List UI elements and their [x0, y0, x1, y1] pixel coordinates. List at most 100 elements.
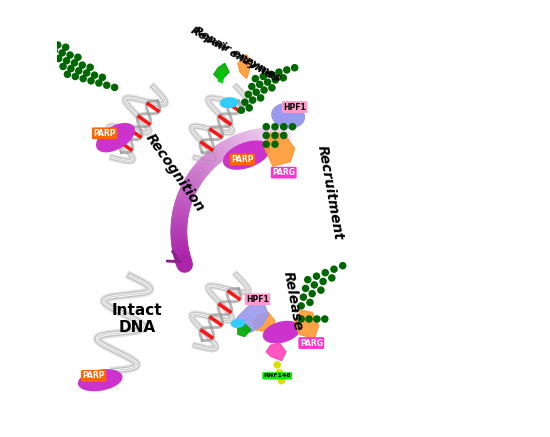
Circle shape	[272, 124, 278, 130]
Circle shape	[72, 60, 78, 66]
Circle shape	[80, 76, 86, 82]
Circle shape	[84, 70, 90, 76]
Circle shape	[311, 282, 317, 288]
Circle shape	[67, 52, 73, 58]
Circle shape	[272, 132, 278, 139]
Circle shape	[51, 48, 57, 54]
Circle shape	[72, 73, 78, 80]
Circle shape	[322, 316, 328, 322]
Text: Repair enzymes: Repair enzymes	[192, 25, 283, 84]
Circle shape	[64, 71, 70, 77]
Circle shape	[309, 291, 315, 297]
Ellipse shape	[221, 98, 238, 108]
Circle shape	[56, 55, 62, 62]
Circle shape	[265, 79, 271, 85]
Circle shape	[280, 124, 287, 130]
Circle shape	[314, 273, 320, 279]
Circle shape	[263, 132, 270, 139]
Circle shape	[47, 40, 53, 46]
Text: Intact
DNA: Intact DNA	[112, 303, 163, 335]
Polygon shape	[235, 304, 268, 332]
Circle shape	[68, 66, 74, 72]
Circle shape	[96, 80, 102, 86]
Circle shape	[320, 278, 326, 284]
Text: PARP: PARP	[82, 371, 105, 380]
Circle shape	[298, 303, 304, 309]
FancyArrowPatch shape	[167, 251, 180, 262]
Circle shape	[289, 124, 295, 130]
Ellipse shape	[232, 319, 244, 327]
Circle shape	[276, 69, 282, 75]
Text: PARP: PARP	[231, 155, 254, 164]
Circle shape	[249, 83, 255, 90]
Ellipse shape	[272, 104, 304, 128]
Circle shape	[272, 77, 278, 83]
Circle shape	[75, 54, 81, 60]
Circle shape	[91, 72, 97, 78]
Circle shape	[292, 65, 298, 71]
Ellipse shape	[97, 124, 134, 152]
Circle shape	[88, 78, 94, 84]
Text: Recruitment: Recruitment	[315, 144, 345, 241]
Text: Repair enzymes: Repair enzymes	[189, 25, 280, 84]
Circle shape	[238, 107, 244, 113]
Circle shape	[269, 85, 275, 91]
Text: Recognition: Recognition	[142, 131, 207, 215]
Circle shape	[318, 287, 324, 293]
Polygon shape	[264, 133, 295, 166]
Polygon shape	[295, 310, 318, 339]
Circle shape	[245, 91, 251, 97]
Circle shape	[263, 124, 270, 130]
Circle shape	[302, 285, 309, 291]
Text: Release: Release	[280, 271, 305, 333]
Ellipse shape	[263, 322, 300, 343]
Circle shape	[272, 141, 278, 147]
Circle shape	[112, 84, 118, 90]
Circle shape	[305, 277, 311, 283]
Circle shape	[280, 75, 287, 81]
Polygon shape	[253, 312, 275, 332]
Polygon shape	[218, 70, 225, 83]
Circle shape	[60, 63, 66, 69]
Circle shape	[340, 263, 346, 269]
Circle shape	[280, 132, 287, 139]
Text: HPF1: HPF1	[283, 103, 306, 111]
Circle shape	[63, 44, 69, 50]
Text: PARG: PARG	[272, 168, 295, 177]
Circle shape	[59, 50, 65, 56]
Circle shape	[329, 275, 335, 281]
Circle shape	[274, 362, 280, 368]
Circle shape	[104, 82, 110, 88]
Circle shape	[253, 89, 259, 95]
Circle shape	[87, 64, 93, 70]
Circle shape	[263, 141, 270, 147]
Polygon shape	[238, 55, 251, 79]
Circle shape	[284, 67, 290, 73]
Circle shape	[76, 68, 82, 74]
Polygon shape	[238, 323, 251, 336]
Circle shape	[322, 270, 328, 276]
Circle shape	[298, 316, 304, 322]
Circle shape	[100, 74, 106, 80]
Text: RNF146: RNF146	[263, 373, 291, 378]
Circle shape	[314, 316, 320, 322]
Ellipse shape	[224, 141, 270, 169]
Text: HPF1: HPF1	[246, 295, 269, 304]
Circle shape	[242, 99, 248, 105]
Polygon shape	[266, 343, 286, 361]
Circle shape	[300, 294, 306, 300]
Circle shape	[250, 97, 256, 103]
Circle shape	[261, 87, 267, 93]
Circle shape	[246, 105, 252, 111]
Circle shape	[306, 316, 312, 322]
Polygon shape	[214, 63, 229, 81]
Circle shape	[257, 95, 263, 101]
Circle shape	[278, 378, 284, 384]
Circle shape	[268, 71, 274, 77]
Circle shape	[307, 299, 313, 305]
Text: PARP: PARP	[94, 129, 116, 138]
Circle shape	[260, 73, 266, 80]
Circle shape	[63, 58, 70, 64]
Circle shape	[257, 81, 263, 87]
Circle shape	[276, 370, 283, 376]
